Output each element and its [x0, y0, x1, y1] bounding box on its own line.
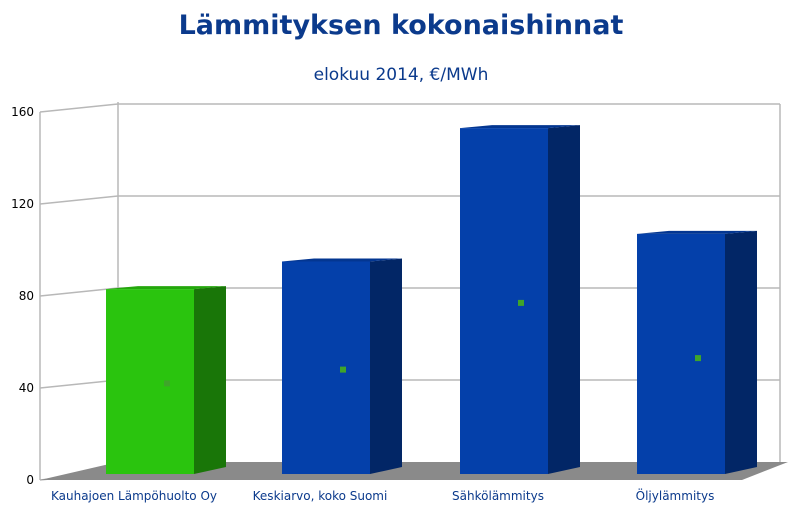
bar-top-2: [460, 125, 580, 129]
bar-marker-0: [164, 380, 170, 387]
x-tick-label-0: Kauhajoen Lämpöhuolto Oy: [51, 489, 217, 503]
bar-marker-1: [340, 366, 346, 373]
bar-side-1: [370, 258, 402, 474]
chart-floor: [40, 462, 788, 480]
y-tick-label-2: 80: [19, 289, 34, 303]
bar-top-3: [637, 230, 757, 234]
bar-top-0: [106, 286, 226, 290]
bar-1: [282, 261, 370, 474]
bar-top-1: [282, 258, 402, 262]
plot-area: 0 40 80 120 160 Kauhajoen Lämpöhuolto Oy Keski…: [11, 102, 788, 503]
gridline-left-4: [39, 103, 119, 113]
x-tick-label-1: Keskiarvo, koko Suomi: [253, 489, 388, 503]
bar-side-0: [194, 286, 226, 474]
chart-subtitle: elokuu 2014, €/MWh: [314, 65, 489, 85]
x-tick-label-3: Öljylämmitys: [636, 487, 715, 503]
bar-2: [460, 128, 548, 474]
bar-marker-3: [695, 355, 701, 362]
gridline-left-3: [39, 195, 119, 205]
bar-side-2: [548, 125, 580, 474]
y-tick-label-1: 40: [19, 381, 34, 395]
x-tick-label-2: Sähkölämmitys: [452, 489, 544, 503]
bar-marker-2: [518, 299, 524, 306]
y-tick-label-3: 120: [11, 197, 34, 211]
bar-0: [106, 289, 194, 474]
chart-title: Lämmityksen kokonaishinnat: [179, 10, 624, 41]
gridline-left-1: [39, 379, 119, 389]
gridline-left-2: [39, 287, 119, 297]
y-tick-label-4: 160: [11, 105, 34, 119]
bar-side-3: [725, 230, 757, 474]
bar-3: [637, 233, 725, 474]
y-tick-label-0: 0: [26, 473, 34, 487]
